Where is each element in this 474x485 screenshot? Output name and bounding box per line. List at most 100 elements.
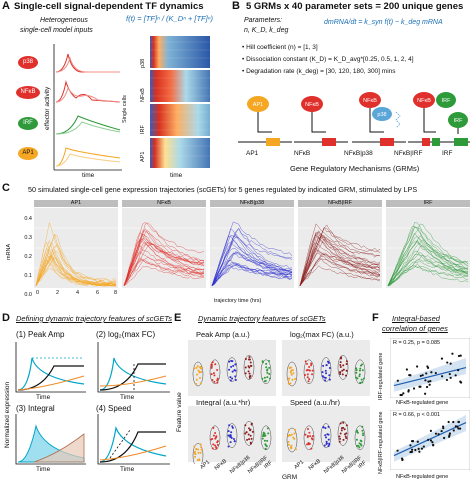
scatter-point xyxy=(407,390,410,393)
feature-point xyxy=(196,373,199,376)
violin-outline xyxy=(260,359,272,385)
scatter-point xyxy=(448,432,452,435)
scatter-point xyxy=(430,371,433,374)
feature-point xyxy=(248,375,251,378)
feature-point xyxy=(195,366,198,369)
scatter-point xyxy=(443,436,446,440)
panel-d-title: Defining dynamic trajectory features of … xyxy=(16,314,173,323)
feature-point xyxy=(294,378,297,381)
feature-point xyxy=(342,421,345,424)
trajectory-line xyxy=(123,221,205,287)
feature-point xyxy=(263,439,266,442)
trajectory-line xyxy=(123,242,205,287)
svg-text:NFκB: NFκB xyxy=(363,98,377,104)
feature-point xyxy=(324,369,327,372)
feature-point xyxy=(249,441,252,444)
feature-point xyxy=(266,427,269,430)
facet-log2-maxfc: log₂(max FC) (a.u.) xyxy=(290,330,354,339)
feature-point xyxy=(213,374,216,377)
feature-point xyxy=(214,363,217,366)
scatter-point xyxy=(402,392,405,395)
trajectory-line xyxy=(387,265,469,287)
fit-line xyxy=(393,422,467,457)
panel-a-label: A xyxy=(2,0,10,12)
feature-point xyxy=(263,376,266,379)
feature-point xyxy=(327,445,330,448)
feature-point xyxy=(341,373,344,376)
feature-point xyxy=(212,372,215,375)
trajectory-line xyxy=(387,244,469,287)
subpanel-peak-amp: (1) Peak Amp xyxy=(16,330,65,339)
trajectory-line xyxy=(299,227,381,286)
feature-point xyxy=(210,363,213,366)
scatter-point xyxy=(411,440,415,443)
feature-point xyxy=(198,376,201,379)
feature-point xyxy=(342,364,345,367)
feature-point xyxy=(344,374,347,377)
params-label: Parameters: xyxy=(244,17,283,24)
feature-point xyxy=(362,434,365,437)
feature-point xyxy=(338,371,341,374)
scatter-point xyxy=(420,447,424,450)
feature-point xyxy=(246,438,249,441)
trajectory-line xyxy=(211,261,293,286)
panel-a-formula: f(t) = [TF]ⁿ / (K_Dⁿ + [TF]ⁿ) xyxy=(126,14,213,23)
params-vars: n, K_D, k_deg xyxy=(244,27,289,34)
feature-point xyxy=(360,444,363,447)
scatter-top-panel: R = 0.25, p = 0.085 xyxy=(390,338,470,400)
scatter-point xyxy=(417,447,420,451)
feature-point xyxy=(362,377,365,380)
feature-point xyxy=(339,365,342,368)
feature-point xyxy=(324,379,327,382)
fit-line xyxy=(393,367,467,387)
feature-point xyxy=(249,361,252,364)
facet-header-nfkb: NFκB xyxy=(122,200,206,207)
trajectory-line xyxy=(387,221,469,287)
feature-point xyxy=(345,437,348,440)
panel-e-label: E xyxy=(174,312,182,324)
scatter-point xyxy=(405,368,408,371)
scatter-point xyxy=(414,448,417,452)
trajectory-line xyxy=(387,263,469,286)
feature-point xyxy=(325,364,328,367)
feature-point xyxy=(227,445,230,448)
feature-point xyxy=(268,366,271,369)
feature-point xyxy=(287,443,290,446)
feature-point xyxy=(231,370,234,373)
feature-point xyxy=(198,366,201,369)
feature-point xyxy=(268,372,271,375)
panel-f-bot-y: NFκB|IRF-regulated gene xyxy=(378,411,384,474)
violin-outline xyxy=(192,361,204,387)
trajectory-line xyxy=(35,254,117,286)
panel-a-y-label: effector activity xyxy=(44,86,51,130)
trajectory-line xyxy=(299,231,381,287)
panel-e-y-label: Feature value xyxy=(176,392,183,432)
scatter-point xyxy=(445,378,449,382)
feature-point xyxy=(228,360,231,363)
feature-point xyxy=(266,439,269,442)
feature-point xyxy=(198,371,201,374)
trajectory-line xyxy=(299,232,381,286)
scatter-point xyxy=(416,365,419,368)
panel-d-x-label-4: Time xyxy=(120,466,135,473)
feature-point xyxy=(289,446,292,449)
violin-outline xyxy=(226,423,238,448)
feature-point xyxy=(195,447,198,450)
feature-point xyxy=(230,431,233,434)
scatter-top-stat: R = 0.25, p = 0.085 xyxy=(393,340,441,346)
grm-name-irf: IRF xyxy=(442,150,453,157)
tf-heatmaps xyxy=(150,36,210,168)
curve-ap1 xyxy=(55,147,121,167)
feature-point xyxy=(250,422,253,425)
feature-point xyxy=(244,372,247,375)
feature-point xyxy=(212,434,215,437)
feature-point xyxy=(304,360,307,363)
tf-pill-p38: p38 xyxy=(18,56,38,69)
violin-outline xyxy=(354,425,366,451)
param-bullet-2: • Dissociation constant (K_D) = K_D_avg*… xyxy=(242,56,414,63)
grm-nfkbp38-tf xyxy=(359,92,381,108)
facet-header-ap1: AP1 xyxy=(34,200,118,207)
scatter-bottom-stat: R = 0.66, p < 0.001 xyxy=(393,412,441,418)
feature-point xyxy=(338,435,341,438)
feature-point xyxy=(339,373,342,376)
